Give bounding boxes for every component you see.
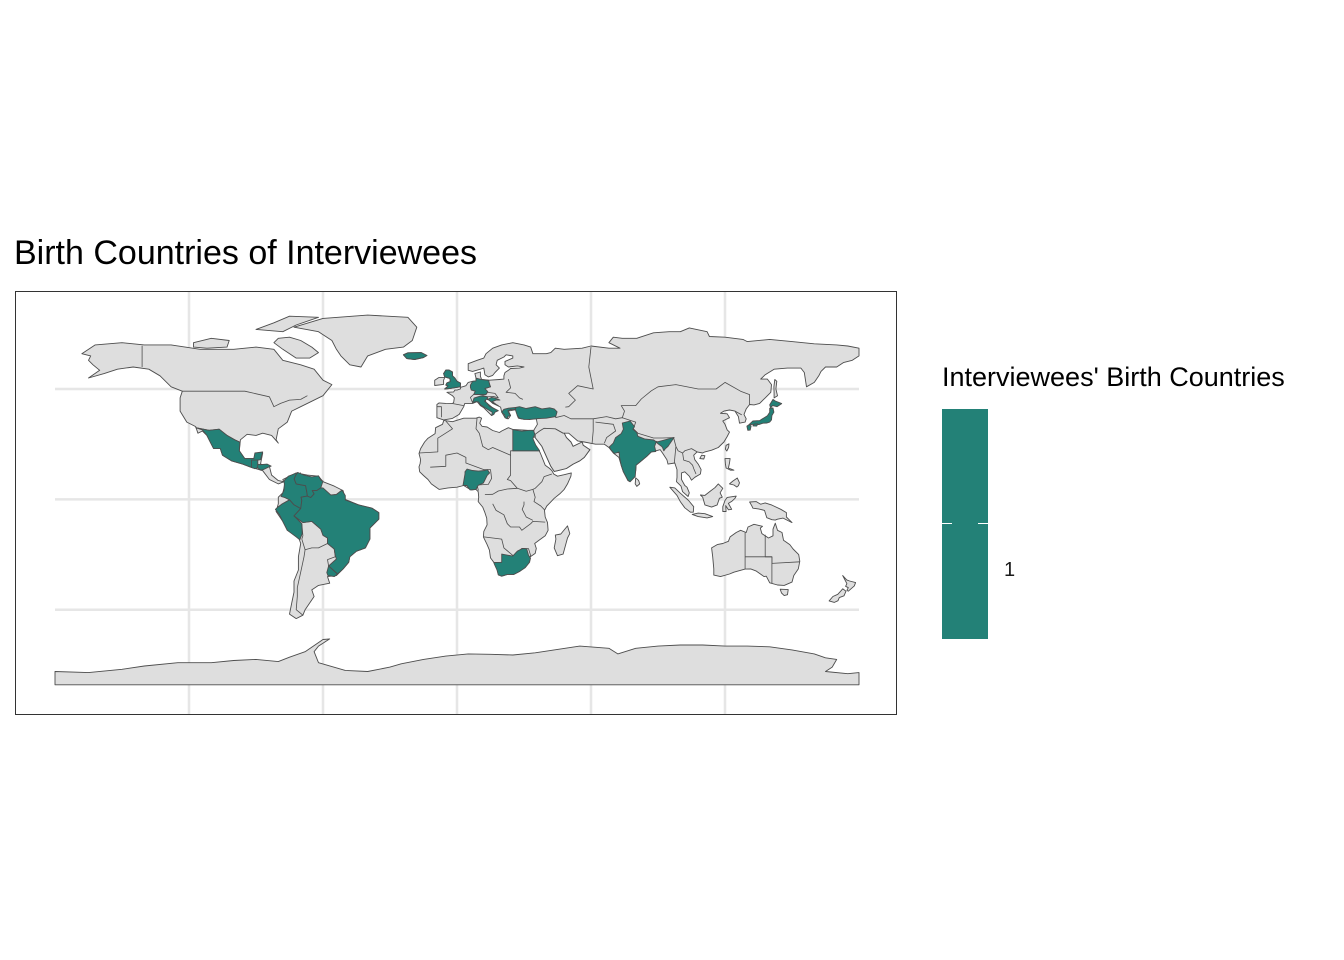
world-map xyxy=(54,292,860,714)
country-border xyxy=(673,446,677,464)
arabian-peninsula-overlay xyxy=(534,427,591,472)
country-border xyxy=(532,489,545,511)
country-border xyxy=(565,347,594,408)
country-border xyxy=(295,549,306,616)
new-zealand-south xyxy=(828,588,847,603)
country-border xyxy=(745,556,800,564)
country-brazil xyxy=(293,487,380,575)
madagascar xyxy=(553,525,571,557)
country-united-kingdom xyxy=(443,369,462,390)
country-border xyxy=(452,403,464,406)
country-honduras xyxy=(257,463,272,471)
country-border xyxy=(595,421,616,444)
country-egypt xyxy=(512,429,541,452)
country-italy xyxy=(472,395,499,416)
hainan xyxy=(699,454,706,460)
philippines-mindanao xyxy=(729,477,740,488)
ellesmere-island xyxy=(255,315,319,333)
philippines-luzon xyxy=(724,458,735,471)
greenland xyxy=(293,314,418,368)
country-south-africa xyxy=(493,547,531,577)
country-border xyxy=(484,487,518,495)
legend-color-bar: 1 xyxy=(942,409,1015,639)
sulawesi xyxy=(722,495,737,512)
sumatra xyxy=(669,486,695,513)
sri-lanka xyxy=(634,477,641,487)
antarctica xyxy=(54,638,860,686)
country-border xyxy=(593,416,674,439)
country-nigeria xyxy=(462,468,491,491)
borneo xyxy=(699,483,724,508)
country-border xyxy=(418,420,453,454)
country-border xyxy=(492,503,546,531)
legend: Interviewees' Birth Countries 1 xyxy=(942,362,1285,639)
country-japan-honshu xyxy=(748,407,775,426)
country-border xyxy=(682,452,697,475)
baffin-island xyxy=(273,336,319,359)
country-border xyxy=(475,417,540,456)
country-border xyxy=(555,415,594,444)
country-border xyxy=(430,452,493,491)
java xyxy=(691,512,714,519)
legend-label: 1 xyxy=(1004,559,1016,581)
country-border xyxy=(521,501,534,521)
country-border xyxy=(182,390,308,408)
country-turkey xyxy=(515,406,558,420)
country-border xyxy=(734,410,742,416)
highlighted-countries-layer xyxy=(195,352,783,578)
country-greece xyxy=(501,406,517,420)
north-america xyxy=(81,342,333,485)
legend-tick-left xyxy=(942,523,952,524)
victoria-island xyxy=(193,337,230,349)
tasmania xyxy=(779,588,789,597)
country-japan-kyushu xyxy=(746,424,752,431)
country-japan-shikoku xyxy=(752,423,759,427)
country-iceland xyxy=(402,352,428,360)
country-germany xyxy=(469,377,491,396)
country-uruguay xyxy=(326,565,338,578)
new-zealand-north xyxy=(842,575,857,592)
country-border xyxy=(436,406,442,418)
map-panel xyxy=(15,291,897,715)
taiwan xyxy=(724,443,730,452)
africa xyxy=(418,416,572,577)
country-india xyxy=(608,420,675,483)
legend-title: Interviewees' Birth Countries xyxy=(942,362,1285,392)
country-mexico xyxy=(195,427,264,468)
country-border xyxy=(506,455,553,492)
australia xyxy=(711,522,801,586)
new-guinea xyxy=(749,501,793,524)
legend-tick-right xyxy=(978,523,988,524)
sakhalin xyxy=(773,379,778,399)
country-japan-hokkaido xyxy=(769,398,783,409)
country-peru xyxy=(274,499,303,541)
ireland xyxy=(434,377,446,386)
country-border xyxy=(620,382,750,418)
country-border xyxy=(505,379,524,400)
plot-title: Birth Countries of Interviewees xyxy=(14,234,477,272)
country-croatia xyxy=(486,396,501,407)
